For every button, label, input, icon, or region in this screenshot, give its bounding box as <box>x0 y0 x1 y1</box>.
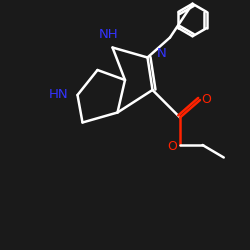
Text: O: O <box>168 140 177 153</box>
Text: NH: NH <box>99 28 118 41</box>
Text: N: N <box>156 47 166 60</box>
Text: HN: HN <box>49 88 69 102</box>
Text: O: O <box>201 94 211 106</box>
